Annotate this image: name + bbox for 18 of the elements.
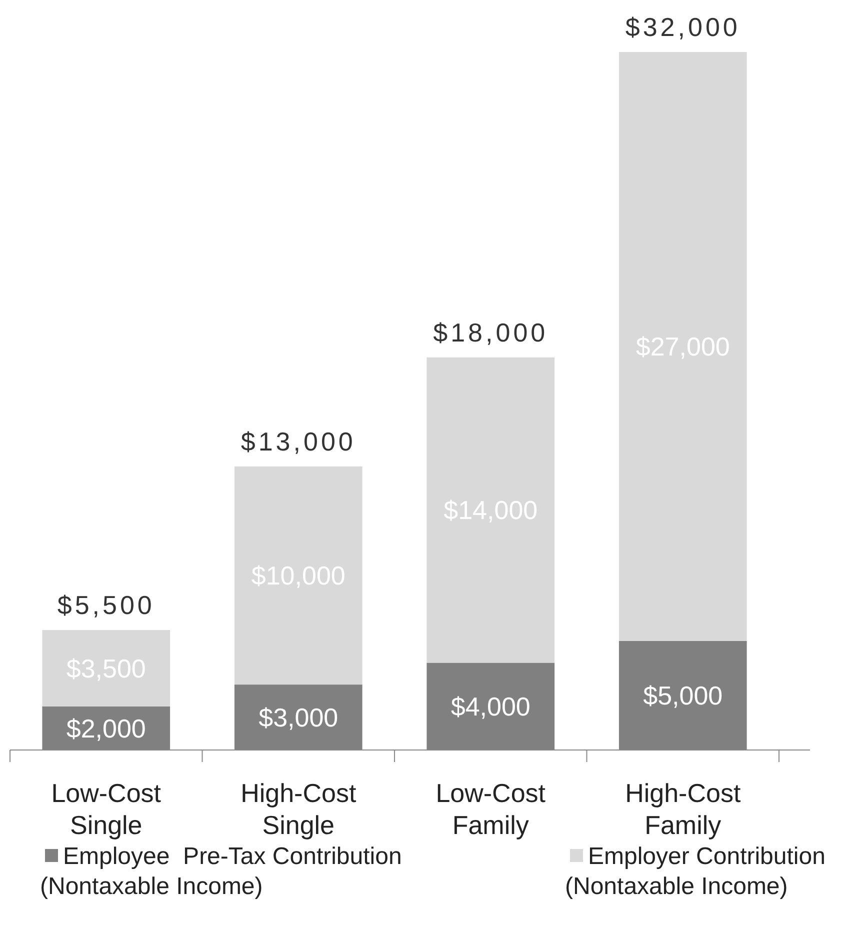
total-label: $32,000 [625,12,740,42]
data-label: $2,000 [66,713,146,744]
data-label: $5,000 [643,680,723,711]
legend-label: Employer Contribution (Nontaxable Income) [565,843,826,900]
bar [618,52,747,641]
legend-label: Employee Pre-Tax Contribution (Nontaxable Income) [40,843,402,900]
total-label: $13,000 [240,426,356,456]
total-label: $5,500 [57,590,155,620]
bar [426,357,555,663]
x-tick-label: High-Cost Family [625,778,742,840]
x-tick-label: High-Cost Single [240,778,357,840]
data-label: $4,000 [450,691,530,722]
total-label: $18,000 [433,317,548,348]
x-tick-label: Low-Cost Family [436,778,546,840]
data-label: $3,000 [258,702,338,732]
x-tick-label: Low-Cost Single [51,778,162,840]
bar [42,630,170,706]
bar [234,466,362,685]
